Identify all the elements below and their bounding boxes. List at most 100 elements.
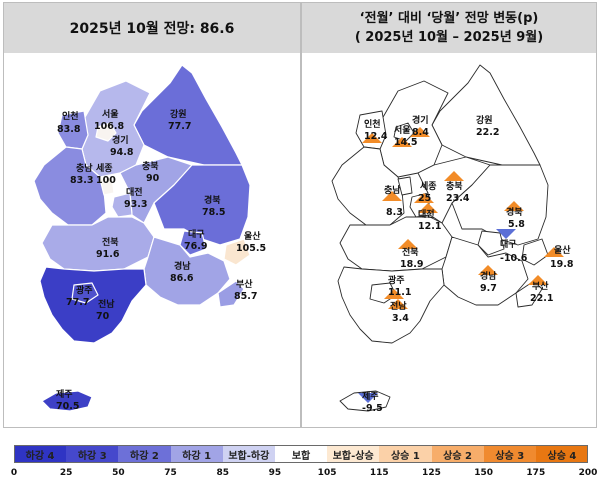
- region-name: 세종: [96, 162, 113, 174]
- legend-color-scale: 하강 4 하강 3 하강 2 하강 1 보합-하강 보합 보합-상승 상승 1 상승 2 상승 3…: [14, 445, 589, 463]
- legend-cell: 하강 3: [66, 445, 119, 463]
- region-gangwon[interactable]: [431, 64, 541, 166]
- legend-tick: 125: [422, 468, 441, 478]
- region-name: 경남: [480, 270, 497, 282]
- legend-cell: 상승 3: [483, 445, 536, 463]
- region-gyeongbuk[interactable]: [153, 164, 251, 246]
- region-chungnam[interactable]: [33, 146, 107, 226]
- region-name: 인천: [62, 111, 79, 122]
- region-outlook-value: 85.7: [234, 291, 257, 302]
- change-up-triangle-icon: [504, 201, 524, 211]
- change-up-triangle-icon: [478, 265, 498, 275]
- region-name: 충북: [142, 160, 159, 172]
- change-up-triangle-icon: [392, 137, 412, 147]
- region-outlook-value: 106.8: [94, 121, 124, 132]
- legend-tick: 95: [268, 468, 282, 478]
- region-gyeongbuk[interactable]: [451, 164, 549, 246]
- region-name: 충북: [446, 180, 463, 192]
- region-name: 광주: [388, 274, 405, 286]
- region-name: 대구: [500, 238, 517, 250]
- region-outlook-value: 83.3: [70, 175, 93, 186]
- region-incheon[interactable]: [355, 110, 387, 150]
- legend-cell: 보합-상승: [327, 445, 380, 463]
- region-jeonnam[interactable]: [39, 266, 147, 344]
- region-change-value: 11.1: [388, 287, 411, 298]
- region-jeju[interactable]: [41, 390, 93, 412]
- region-change-value: 23.4: [446, 193, 470, 204]
- region-jeonbuk[interactable]: [41, 216, 155, 272]
- region-name: 경남: [174, 260, 191, 272]
- region-gangwon[interactable]: [133, 64, 243, 166]
- region-change-value: 14.5: [394, 137, 417, 148]
- region-chungbuk[interactable]: [417, 156, 491, 224]
- region-name: 전남: [390, 300, 407, 312]
- legend-tick: 175: [526, 468, 546, 478]
- change-map-svg: 인천 12.4 서울 14.5 경기 8.4 강원 22.2 충북 23.4 충…: [331, 64, 574, 414]
- region-outlook-value: 93.3: [124, 199, 147, 210]
- change-markers: [358, 127, 564, 403]
- legend-tick: 85: [216, 468, 229, 478]
- region-chungbuk[interactable]: [119, 156, 193, 224]
- legend-tick: 25: [59, 468, 73, 478]
- region-sejong[interactable]: [99, 176, 115, 196]
- legend-tick: 0: [10, 468, 18, 478]
- right-title-line1: ‘전월’ 대비 ‘당월’ 전망 변동(p): [359, 11, 539, 26]
- change-map: 인천 12.4 서울 14.5 경기 8.4 강원 22.2 충북 23.4 충…: [302, 53, 596, 427]
- region-change-value: 22.1: [530, 293, 553, 304]
- legend-tick-labels: 0 25 50 75 85 95 105 115 125 150 175 200: [10, 468, 598, 482]
- region-name: 부산: [236, 278, 253, 290]
- region-ulsan[interactable]: [223, 238, 251, 266]
- outlook-map: 인천 83.8 서울 106.8 경기 94.8 강원 77.7 충북 90 충…: [4, 53, 300, 427]
- region-change-value: 8.3: [386, 207, 403, 218]
- region-change-value: 18.9: [400, 259, 423, 270]
- region-daejeon[interactable]: [111, 192, 133, 218]
- region-busan[interactable]: [217, 280, 245, 308]
- region-ulsan[interactable]: [521, 238, 549, 266]
- panel-divider: [300, 3, 302, 427]
- region-gwangju[interactable]: [71, 282, 99, 304]
- legend-cell: 상승 4: [535, 445, 589, 463]
- region-daegu[interactable]: [477, 230, 505, 256]
- region-name: 울산: [244, 230, 261, 242]
- legend-tick: 200: [578, 468, 598, 478]
- legend-tick: 115: [369, 468, 389, 478]
- change-up-triangle-icon: [362, 133, 382, 143]
- map-frame: 2025년 10월 전망: 86.6 ‘전월’ 대비 ‘당월’ 전망 변동(p)…: [3, 2, 597, 428]
- region-name: 대전: [126, 186, 143, 198]
- legend-cell: 보합-하강: [222, 445, 275, 463]
- region-name: 경북: [506, 206, 523, 218]
- region-change-value: 22.2: [476, 127, 499, 138]
- region-name: 대구: [188, 228, 205, 240]
- change-up-triangle-icon: [528, 275, 548, 285]
- region-outlook-value: 94.8: [110, 147, 134, 158]
- region-name: 세종: [420, 180, 437, 192]
- region-name: 제주: [56, 388, 73, 400]
- region-daegu[interactable]: [179, 230, 207, 256]
- outlook-map-svg: 인천 83.8 서울 106.8 경기 94.8 강원 77.7 충북 90 충…: [33, 64, 266, 412]
- region-name: 광주: [76, 284, 93, 296]
- region-name: 충남: [76, 162, 93, 174]
- region-name: 전북: [102, 236, 119, 248]
- right-panel-title: ‘전월’ 대비 ‘당월’ 전망 변동(p) ( 2025년 10월 – 2025…: [302, 3, 596, 53]
- region-outlook-value: 100: [96, 175, 116, 186]
- change-down-triangle-icon: [358, 393, 378, 403]
- region-chungnam[interactable]: [331, 146, 405, 226]
- region-change-value: 9.7: [480, 283, 497, 294]
- region-name: 대전: [418, 208, 435, 220]
- region-jeonnam[interactable]: [337, 266, 445, 344]
- region-change-value: 3.4: [392, 313, 409, 324]
- region-outlook-value: 90: [146, 173, 160, 184]
- region-change-value: -10.6: [500, 253, 528, 264]
- region-change-value: 12.4: [364, 131, 388, 142]
- region-name: 부산: [532, 280, 549, 292]
- legend-cell: 상승 2: [431, 445, 484, 463]
- region-change-value: 12.1: [418, 221, 441, 232]
- region-sejong[interactable]: [397, 176, 413, 196]
- region-jeju[interactable]: [339, 390, 391, 412]
- legend-tick: 50: [112, 468, 125, 478]
- region-seoul[interactable]: [95, 122, 117, 142]
- region-name: 경기: [112, 134, 129, 146]
- change-up-triangle-icon: [382, 191, 402, 201]
- region-outlook-value: 76.9: [184, 241, 207, 252]
- change-up-triangle-icon: [418, 203, 438, 213]
